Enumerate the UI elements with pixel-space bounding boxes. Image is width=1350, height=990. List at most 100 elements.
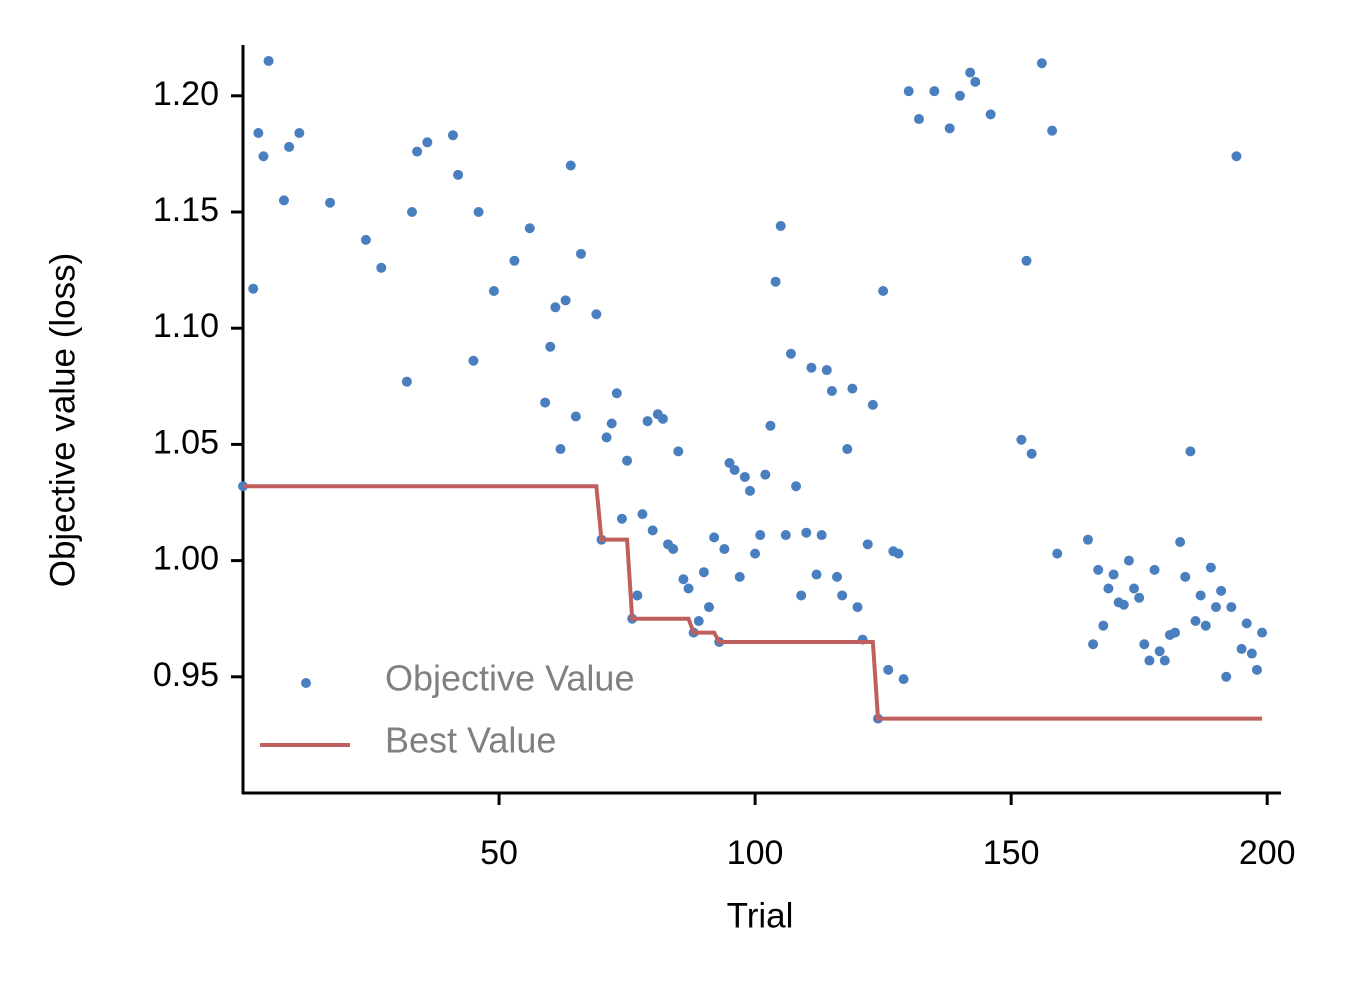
y-tick-label: 1.05 — [153, 423, 219, 461]
scatter-point — [816, 530, 827, 541]
scatter-point — [1180, 571, 1191, 582]
scatter-point — [1154, 646, 1165, 657]
scatter-point — [1221, 671, 1232, 682]
scatter-point — [1226, 602, 1237, 613]
scatter-point — [826, 385, 837, 396]
scatter-point — [1093, 564, 1104, 575]
scatter-point — [693, 616, 704, 627]
scatter-point — [893, 548, 904, 559]
scatter-point — [673, 446, 684, 457]
scatter-point — [765, 420, 776, 431]
scatter-point — [791, 481, 802, 492]
scatter-point — [965, 67, 976, 78]
scatter-point — [944, 123, 955, 134]
scatter-point — [611, 388, 622, 399]
scatter-point — [1149, 564, 1160, 575]
scatter-point — [837, 590, 848, 601]
scatter-point — [867, 399, 878, 410]
scatter-point — [401, 376, 412, 387]
scatter-point — [1246, 648, 1257, 659]
scatter-point — [1103, 583, 1114, 594]
scatter-point — [1118, 599, 1129, 610]
y-tick-label: 1.20 — [153, 75, 219, 113]
x-axis-label: Trial — [727, 896, 794, 935]
scatter-point — [601, 432, 612, 443]
scatter-point — [294, 127, 305, 138]
scatter-point — [545, 341, 556, 352]
scatter-point — [678, 574, 689, 585]
scatter-point — [903, 86, 914, 97]
scatter-point — [709, 532, 720, 543]
scatter-point — [1036, 58, 1047, 69]
best-value-line — [243, 484, 1263, 721]
scatter-point — [770, 276, 781, 287]
y-tick-label: 1.10 — [153, 307, 219, 345]
scatter-point — [616, 513, 627, 524]
scatter-point — [550, 302, 561, 313]
scatter-point — [412, 146, 423, 157]
scatter-point — [263, 55, 274, 66]
scatter-point — [1210, 602, 1221, 613]
scatter-point — [1175, 537, 1186, 548]
x-tick-label: 200 — [1239, 834, 1296, 872]
scatter-point — [360, 234, 371, 245]
scatter-point — [1052, 548, 1063, 559]
scatter-point — [642, 416, 653, 427]
scatter-point — [560, 295, 571, 306]
scatter-point — [540, 397, 551, 408]
scatter-point — [1257, 627, 1268, 638]
scatter-point — [724, 457, 735, 468]
scatter-point — [473, 207, 484, 218]
scatter-point — [453, 169, 464, 180]
scatter-point — [913, 114, 924, 125]
y-tick-label: 1.00 — [153, 540, 219, 578]
scatter-point — [1026, 448, 1037, 459]
scatter-point — [1216, 585, 1227, 596]
scatter-point — [555, 444, 566, 455]
scatter-point — [847, 383, 858, 394]
scatter-point — [248, 283, 259, 294]
scatter-point — [1016, 434, 1027, 445]
scatter-point — [278, 195, 289, 206]
y-tick-label: 0.95 — [153, 656, 219, 694]
scatter-point — [739, 471, 750, 482]
x-tick-label: 100 — [727, 834, 784, 872]
scatter-point — [1108, 569, 1119, 580]
scatter-point — [898, 674, 909, 685]
scatter-point — [862, 539, 873, 550]
scatter-point — [1159, 655, 1170, 666]
scatter-point — [258, 151, 269, 162]
scatter-point — [253, 127, 264, 138]
scatter-point — [591, 309, 602, 320]
scatter-point — [647, 525, 658, 536]
x-tick-label: 150 — [983, 834, 1040, 872]
scatter-point — [632, 590, 643, 601]
scatter-point — [785, 348, 796, 359]
scatter-point — [1047, 125, 1058, 136]
scatter-point — [796, 590, 807, 601]
scatter-point — [1088, 639, 1099, 650]
scatter-point — [970, 76, 981, 87]
scatter-point — [734, 571, 745, 582]
scatter-point — [1241, 618, 1252, 629]
y-tick-label: 1.15 — [153, 191, 219, 229]
legend-label: Objective Value — [385, 658, 634, 699]
scatter-point — [811, 569, 822, 580]
scatter-point — [524, 223, 535, 234]
scatter-point — [883, 664, 894, 675]
scatter-point — [509, 255, 520, 266]
scatter-point — [780, 530, 791, 541]
scatter-point — [683, 583, 694, 594]
scatter-point — [755, 530, 766, 541]
scatter-point — [622, 455, 633, 466]
scatter-point — [750, 548, 761, 559]
scatter-point — [1098, 620, 1109, 631]
scatter-point — [801, 527, 812, 538]
scatter-point — [929, 86, 940, 97]
scatter-point — [698, 567, 709, 578]
scatter-point — [1134, 592, 1145, 603]
scatter-point — [575, 248, 586, 259]
scatter-point — [468, 355, 479, 366]
scatter-point — [570, 411, 581, 422]
